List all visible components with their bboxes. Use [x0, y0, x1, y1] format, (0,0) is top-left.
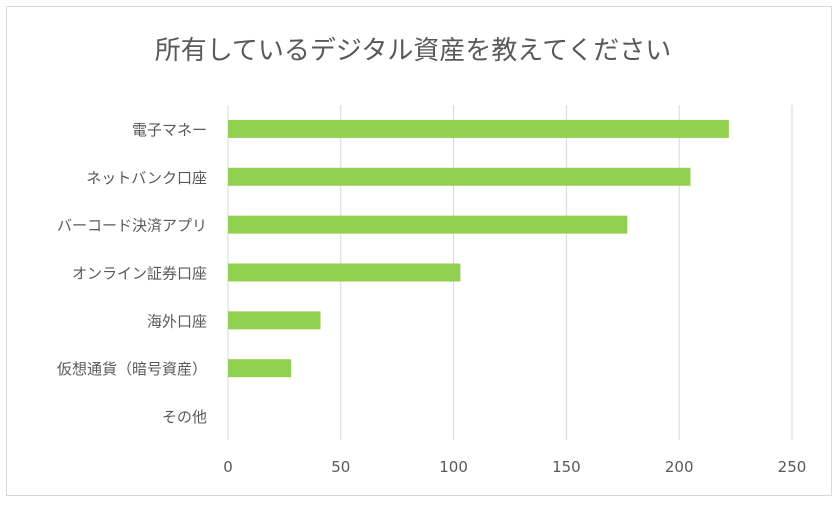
category-label: ネットバンク口座: [86, 169, 207, 187]
bar-2: [228, 167, 691, 186]
x-tick-label: 100: [439, 458, 468, 476]
category-label: その他: [162, 408, 207, 426]
bar-1: [228, 119, 729, 138]
x-tick-label: 250: [778, 458, 807, 476]
bar-4: [228, 263, 461, 282]
category-label: 海外口座: [147, 312, 207, 330]
chart-title: 所有しているデジタル資産を教えてください: [154, 36, 672, 66]
category-label: 仮想通貨（暗号資産）: [57, 360, 207, 378]
bar-6: [228, 359, 292, 378]
category-label: バーコード決済アプリ: [57, 217, 207, 235]
x-tick-label: 200: [665, 458, 694, 476]
bar-3: [228, 215, 628, 234]
category-label: 電子マネー: [132, 121, 207, 139]
x-tick-label: 150: [552, 458, 581, 476]
x-tick-label: 50: [331, 458, 350, 476]
category-label: オンライン証券口座: [72, 265, 207, 283]
x-tick-label: 0: [223, 458, 233, 476]
chart-frame: [6, 6, 832, 496]
bar-5: [228, 311, 321, 330]
